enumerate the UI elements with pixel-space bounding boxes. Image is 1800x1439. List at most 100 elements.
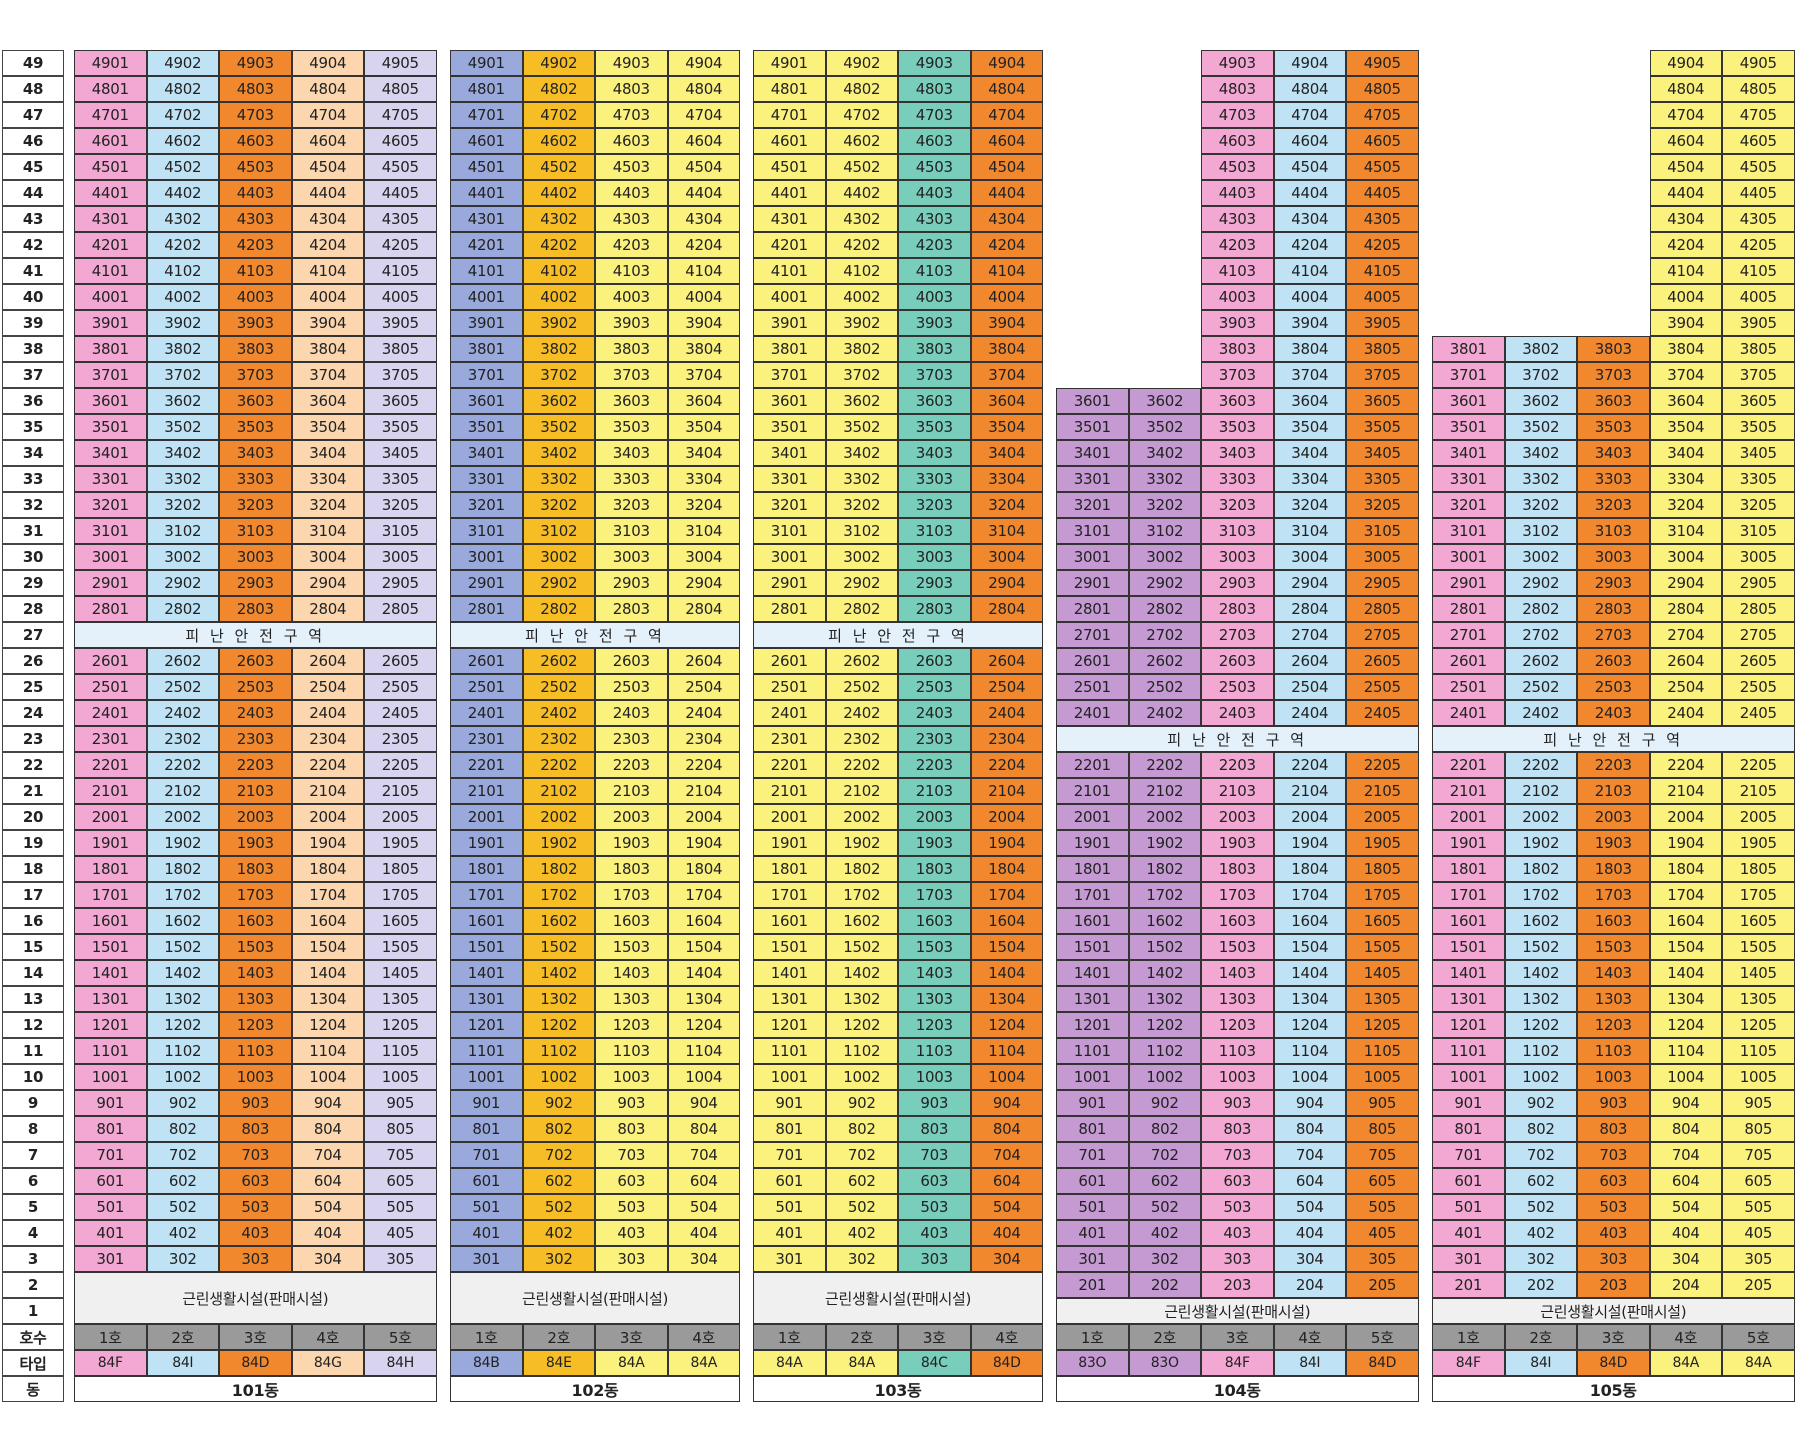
unit-type: 84H [364,1350,437,1376]
building-name: 103동 [753,1376,1043,1402]
unit-cell: 2303 [595,726,668,752]
unit-cell: 305 [1346,1246,1419,1272]
unit-cell: 1605 [364,908,437,934]
floor-label: 18 [2,856,64,882]
unit-cell: 601 [74,1168,147,1194]
unit-cell: 4004 [291,284,364,310]
unit-cell: 2004 [1649,804,1722,830]
unit-type: 84A [1722,1350,1795,1376]
unit-cell: 1501 [753,934,826,960]
unit-cell: 3705 [364,362,437,388]
unit-cell: 3002 [825,544,898,570]
unit-cell: 3604 [1273,388,1346,414]
unit-cell: 4601 [74,128,147,154]
unit-cell: 2801 [1056,596,1129,622]
unit-cell: 2005 [1722,804,1795,830]
unit-cell: 3902 [825,310,898,336]
unit-cell: 1602 [522,908,595,934]
unit-cell: 3302 [825,466,898,492]
unit-cell: 3104 [667,518,740,544]
unit-cell: 1404 [1649,960,1722,986]
unit-cell: 2604 [291,648,364,674]
unit-cell: 3202 [1128,492,1201,518]
unit-cell: 2202 [146,752,219,778]
unit-cell: 503 [1577,1194,1650,1220]
unit-cell: 4605 [1346,128,1419,154]
unit-cell: 3301 [450,466,523,492]
unit-cell: 1504 [291,934,364,960]
unit-cell: 2302 [146,726,219,752]
unit-cell: 2201 [74,752,147,778]
unit-cell: 4604 [970,128,1043,154]
unit-cell: 1002 [522,1064,595,1090]
floor-label: 39 [2,310,64,336]
unit-cell: 3302 [1128,466,1201,492]
unit-cell: 4902 [522,50,595,76]
unit-cell: 1005 [364,1064,437,1090]
unit-cell: 3804 [970,336,1043,362]
unit-cell: 2503 [898,674,971,700]
unit-cell: 804 [667,1116,740,1142]
unit-cell: 4003 [898,284,971,310]
unit-cell: 1301 [1056,986,1129,1012]
unit-cell: 1604 [970,908,1043,934]
unit-cell: 3403 [1201,440,1274,466]
unit-cell: 1605 [1722,908,1795,934]
unit-cell: 3905 [1346,310,1419,336]
unit-cell: 3504 [970,414,1043,440]
unit-cell: 204 [1649,1272,1722,1298]
unit-cell: 1205 [1722,1012,1795,1038]
unit-cell: 3804 [667,336,740,362]
unit-cell: 1204 [1649,1012,1722,1038]
unit-cell: 1302 [522,986,595,1012]
unit-cell: 1703 [219,882,292,908]
unit-cell: 1901 [450,830,523,856]
unit-cell: 4804 [667,76,740,102]
unit-cell: 405 [1346,1220,1419,1246]
unit-cell: 2702 [1504,622,1577,648]
unit-cell: 604 [667,1168,740,1194]
unit-cell: 3005 [1346,544,1419,570]
unit-cell: 3201 [74,492,147,518]
unit-cell: 2803 [595,596,668,622]
unit-cell: 4902 [825,50,898,76]
unit-cell: 1103 [1201,1038,1274,1064]
unit-cell: 1104 [1649,1038,1722,1064]
unit-cell: 3204 [667,492,740,518]
unit-cell: 701 [74,1142,147,1168]
unit-cell: 4201 [450,232,523,258]
unit-cell: 1701 [1432,882,1505,908]
unit-cell: 2605 [1346,648,1419,674]
unit-cell: 3002 [1504,544,1577,570]
unit-cell: 2101 [753,778,826,804]
unit-cell: 4103 [898,258,971,284]
unit-cell: 3501 [753,414,826,440]
floor-label: 6 [2,1168,64,1194]
unit-number-header: 2호 [146,1324,219,1350]
unit-cell: 3104 [1649,518,1722,544]
unit-cell: 503 [595,1194,668,1220]
unit-type: 84D [219,1350,292,1376]
unit-cell: 1501 [1432,934,1505,960]
unit-cell: 1702 [825,882,898,908]
unit-cell: 701 [753,1142,826,1168]
unit-cell: 3903 [595,310,668,336]
unit-cell: 2201 [1056,752,1129,778]
unit-cell: 304 [1649,1246,1722,1272]
unit-cell: 4404 [1273,180,1346,206]
unit-cell: 4202 [522,232,595,258]
unit-cell: 703 [219,1142,292,1168]
unit-cell: 3401 [450,440,523,466]
floor-label: 41 [2,258,64,284]
unit-cell: 901 [1432,1090,1505,1116]
unit-cell: 603 [898,1168,971,1194]
unit-cell: 4501 [753,154,826,180]
unit-cell: 1704 [291,882,364,908]
unit-cell: 4603 [1201,128,1274,154]
unit-cell: 705 [1346,1142,1419,1168]
unit-cell: 4903 [898,50,971,76]
unit-cell: 4701 [753,102,826,128]
unit-cell: 4201 [753,232,826,258]
unit-cell: 4505 [1722,154,1795,180]
unit-cell: 4301 [450,206,523,232]
